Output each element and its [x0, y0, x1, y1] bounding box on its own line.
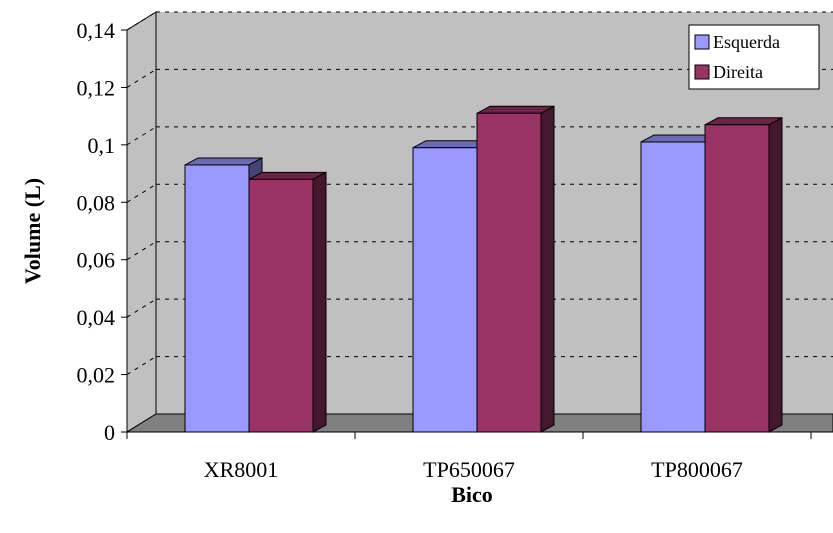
bar-front	[412, 147, 478, 433]
y-tick-label: 0,06	[77, 248, 116, 273]
gridline-side	[126, 183, 157, 203]
y-tick-label: 0,02	[77, 363, 116, 388]
gridlines	[126, 11, 833, 375]
gridline-side	[126, 126, 157, 146]
bar-front	[248, 178, 314, 433]
y-tick-label: 0,08	[77, 190, 116, 215]
bar-front	[640, 141, 706, 433]
gridline-side	[126, 241, 157, 261]
bar-front	[704, 124, 770, 433]
gridline-side	[126, 69, 157, 88]
bar-direita-xr8001	[248, 171, 327, 433]
y-tick-label: 0,04	[77, 305, 116, 330]
legend-label-direita: Direita	[713, 62, 763, 82]
x-axis-categories: XR8001 TP650067 TP800067	[126, 432, 812, 482]
y-tick-label: 0,12	[77, 75, 116, 100]
x-axis-title: Bico	[451, 482, 493, 507]
y-tick-label: 0,1	[88, 133, 116, 158]
bar-front	[184, 164, 250, 433]
y-axis-title: Volume (L)	[20, 178, 45, 284]
y-tick-label: 0	[104, 420, 115, 445]
legend-label-esquerda: Esquerda	[713, 32, 780, 52]
y-tick-label: 0,14	[77, 18, 116, 43]
x-tick-label: TP650067	[423, 457, 515, 482]
bars	[184, 105, 783, 433]
legend-swatch-esquerda	[694, 34, 710, 50]
x-tick-label: XR8001	[204, 457, 279, 482]
bar-direita-tp800067	[704, 116, 783, 433]
bar-side	[768, 116, 783, 433]
gridline-side	[126, 11, 157, 31]
legend-box	[688, 24, 820, 90]
bar-front	[476, 112, 542, 433]
y-axis-ticks: 0 0,02 0,04 0,06 0,08 0,1 0,12 0,14	[77, 18, 127, 445]
legend-swatch-direita	[694, 64, 710, 80]
x-tick-label: TP800067	[651, 457, 743, 482]
bar-direita-tp650067	[476, 105, 555, 433]
bar-side	[540, 105, 555, 433]
legend: Esquerda Direita	[688, 24, 820, 90]
chart-side-wall	[126, 11, 157, 433]
bar-side	[312, 171, 327, 433]
gridline-side	[126, 356, 157, 375]
gridline-side	[126, 298, 157, 318]
